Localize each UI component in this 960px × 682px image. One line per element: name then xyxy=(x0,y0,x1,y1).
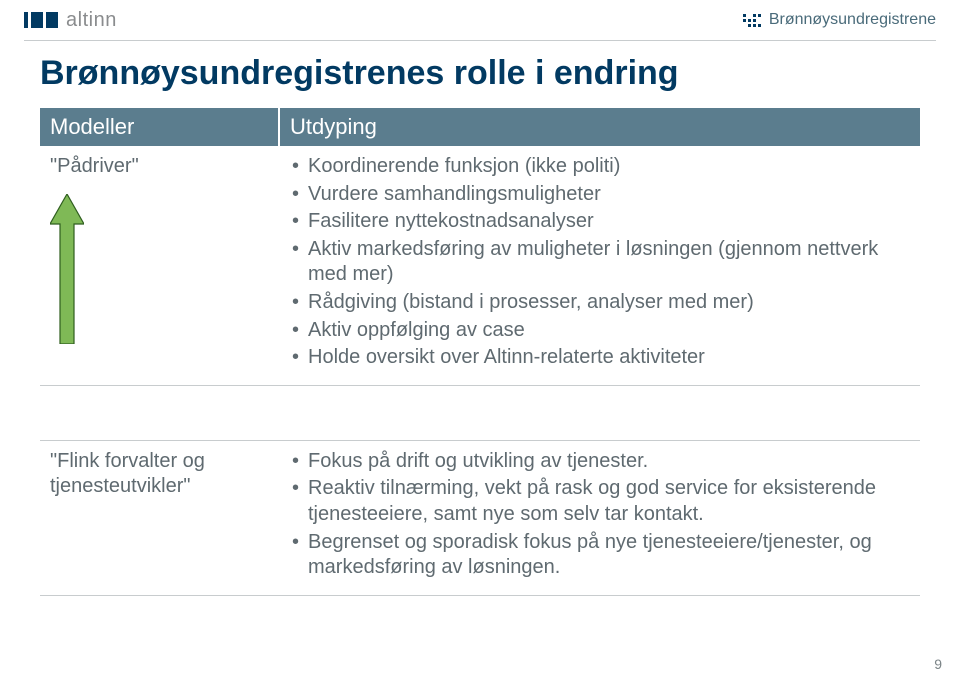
altinn-logo: altinn xyxy=(24,9,117,32)
row-detail-cell: Koordinerende funksjon (ikke politi) Vur… xyxy=(280,146,920,385)
bullet-item: Koordinerende funksjon (ikke politi) xyxy=(290,154,910,180)
slide-title: Brønnøysundregistrenes rolle i endring xyxy=(40,54,679,93)
bullet-item: Aktiv oppfølging av case xyxy=(290,318,910,344)
brreg-logo-icon xyxy=(743,14,761,27)
bullet-item: Vurdere samhandlingsmuligheter xyxy=(290,182,910,208)
row-label: "Flink forvalter og tjenesteutvikler" xyxy=(50,449,270,500)
row-label-cell: "Pådriver" xyxy=(40,146,280,385)
bullet-list: Koordinerende funksjon (ikke politi) Vur… xyxy=(290,154,910,371)
bullet-item: Rådgiving (bistand i prosesser, analyser… xyxy=(290,290,910,316)
row-label-cell: "Flink forvalter og tjenesteutvikler" xyxy=(40,441,280,595)
brreg-logo: Brønnøysundregistrene xyxy=(743,11,936,29)
altinn-logo-icon xyxy=(24,12,58,28)
table-row-spacer xyxy=(40,386,920,441)
header-rule xyxy=(24,40,936,41)
table-header-col-modeller: Modeller xyxy=(40,108,280,146)
header: altinn Brønnøysundregistrene xyxy=(0,0,960,40)
row-detail-cell: Fokus på drift og utvikling av tjenester… xyxy=(280,441,920,595)
table-header-col-utdyping: Utdyping xyxy=(280,108,920,146)
bullet-item: Fokus på drift og utvikling av tjenester… xyxy=(290,449,910,475)
page-number: 9 xyxy=(934,656,942,672)
bullet-item: Holde oversikt over Altinn-relaterte akt… xyxy=(290,345,910,371)
models-table: Modeller Utdyping "Pådriver" Koordineren… xyxy=(40,108,920,596)
table-row: "Flink forvalter og tjenesteutvikler" Fo… xyxy=(40,441,920,596)
bullet-item: Reaktiv tilnærming, vekt på rask og god … xyxy=(290,476,910,527)
bullet-list: Fokus på drift og utvikling av tjenester… xyxy=(290,449,910,581)
table-row: "Pådriver" Koordinerende funksjon (ikke … xyxy=(40,146,920,386)
bullet-item: Fasilitere nyttekostnadsanalyser xyxy=(290,209,910,235)
brreg-logo-text: Brønnøysundregistrene xyxy=(769,11,936,29)
bullet-item: Begrenset og sporadisk fokus på nye tjen… xyxy=(290,530,910,581)
slide: altinn Brønnøysundregistrene Brønnøysund… xyxy=(0,0,960,682)
table-body: "Pådriver" Koordinerende funksjon (ikke … xyxy=(40,146,920,596)
up-arrow-icon xyxy=(50,194,84,344)
bullet-item: Aktiv markedsføring av muligheter i løsn… xyxy=(290,237,910,288)
row-label: "Pådriver" xyxy=(50,154,139,180)
table-header-row: Modeller Utdyping xyxy=(40,108,920,146)
altinn-logo-text: altinn xyxy=(66,9,117,32)
